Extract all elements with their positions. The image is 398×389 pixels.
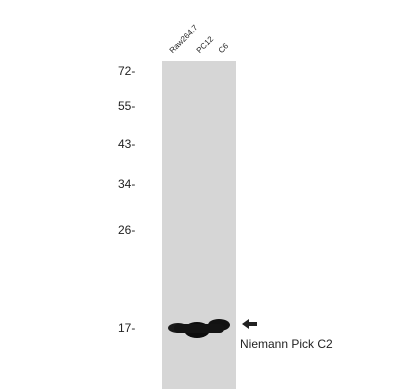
lane-label-raw264: Raw264.7 — [167, 23, 200, 55]
marker-34: 34- — [118, 177, 136, 191]
marker-72: 72- — [118, 64, 136, 78]
lane-label-c6: C6 — [216, 41, 231, 55]
marker-17: 17- — [118, 321, 136, 335]
marker-26: 26- — [118, 223, 136, 237]
arrow-left-icon — [242, 319, 257, 329]
target-protein-label: Niemann Pick C2 — [240, 337, 333, 351]
marker-55: 55- — [118, 99, 136, 113]
protein-band — [168, 319, 230, 338]
marker-43: 43- — [118, 137, 136, 151]
lane-label-pc12: PC12 — [194, 34, 216, 55]
